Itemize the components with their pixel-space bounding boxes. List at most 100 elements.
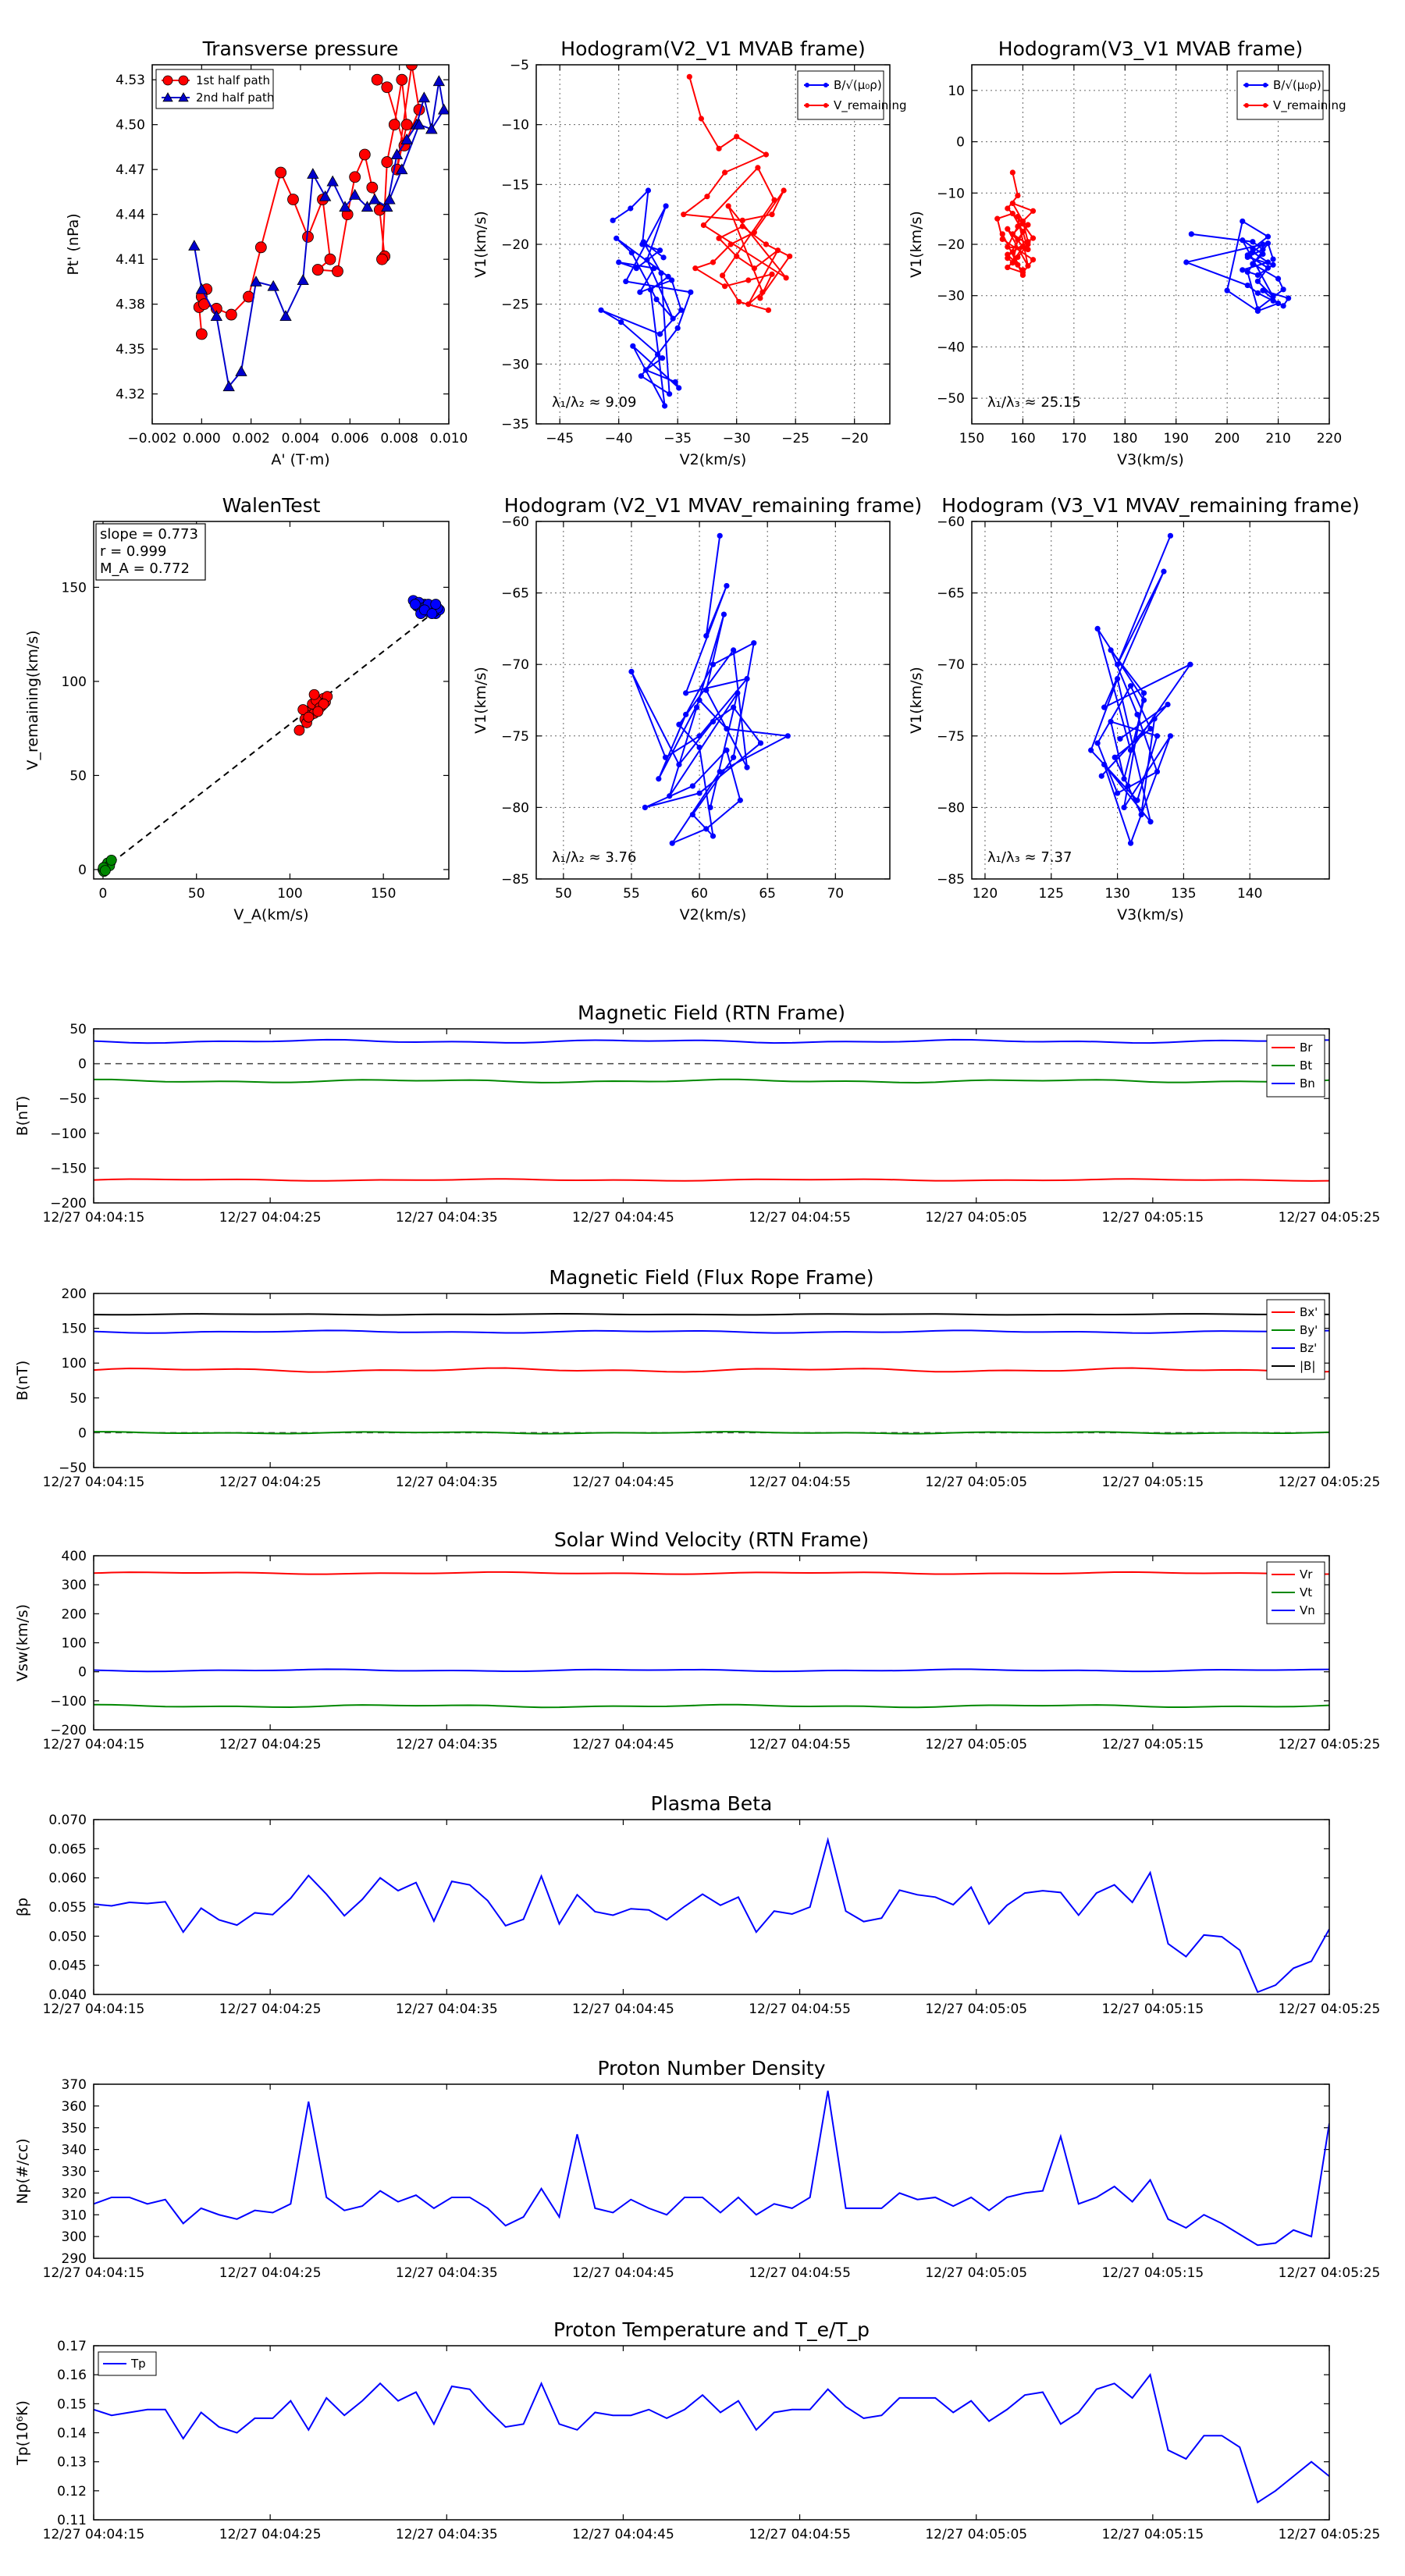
data-point (661, 403, 668, 409)
y-tick-label: −70 (937, 657, 965, 673)
data-point (1094, 740, 1101, 746)
chart-title: Hodogram (V3_V1 MVAV_remaining frame) (941, 494, 1360, 517)
y-axis-label: V1(km/s) (472, 667, 489, 734)
data-point (1240, 218, 1246, 225)
y-tick-label: 350 (62, 2121, 87, 2137)
data-point (1025, 239, 1031, 245)
data-point (1019, 228, 1026, 235)
data-point (683, 711, 689, 717)
series-V (1088, 532, 1193, 846)
data-point (771, 197, 777, 203)
series-line-|B| (94, 1313, 1329, 1316)
legend: B/√(μ₀ρ) V_remaining (797, 70, 907, 120)
data-point (1260, 287, 1266, 294)
x-tick-label: 50 (188, 886, 205, 902)
data-point (1015, 192, 1021, 199)
y-tick-label: −200 (50, 1723, 87, 1738)
y-axis-label: B(nT) (14, 1096, 31, 1137)
data-point (994, 215, 1001, 222)
x-tick-label: 12/27 04:04:15 (43, 2527, 145, 2542)
data-point (1254, 290, 1261, 297)
chart-title: Proton Temperature and T_e/T_p (553, 2318, 870, 2341)
data-point (689, 783, 695, 789)
y-tick-label: 50 (69, 768, 87, 784)
plot-area (94, 2090, 1329, 2247)
x-tick-label: 70 (827, 886, 844, 902)
data-point (1151, 716, 1158, 722)
data-point (1240, 267, 1246, 273)
data-point (707, 804, 713, 811)
data-point (744, 764, 750, 770)
data-point (700, 222, 707, 229)
y-tick-label: −60 (937, 514, 965, 530)
chart-title: WalenTest (222, 494, 321, 517)
y-tick-label: −150 (50, 1161, 87, 1176)
x-tick-label: 12/27 04:04:35 (396, 2265, 498, 2281)
plot-area (628, 532, 791, 846)
x-tick-label: 150 (959, 431, 984, 447)
data-point (696, 733, 702, 739)
x-tick-label: 12/27 04:05:05 (925, 1210, 1027, 1226)
x-tick-label: 0.002 (232, 431, 270, 447)
series-V_remaining (994, 169, 1037, 279)
data-point (717, 532, 723, 539)
x-tick-label: 0.006 (331, 431, 369, 447)
series-line-Bt (94, 1078, 1329, 1083)
y-tick-label: −70 (501, 657, 529, 673)
data-point (663, 203, 669, 209)
data-point (763, 241, 770, 247)
legend-marker (823, 103, 828, 108)
legend-box (797, 70, 884, 120)
data-point (721, 169, 728, 176)
data-point (674, 325, 681, 331)
data-point (696, 790, 702, 796)
data-point (287, 194, 299, 205)
data-point (598, 307, 604, 313)
y-axis-label: Tp(10⁶K) (14, 2400, 31, 2466)
x-tick-label: 12/27 04:05:05 (925, 2527, 1027, 2542)
y-tick-label: 370 (62, 2077, 87, 2093)
data-point (745, 301, 752, 308)
data-point (437, 103, 449, 115)
y-tick-label: −80 (937, 800, 965, 816)
data-point (105, 854, 117, 866)
data-point (406, 65, 418, 71)
data-point (1244, 269, 1250, 276)
data-point (1250, 261, 1256, 267)
series-line-By' (94, 1431, 1329, 1435)
y-tick-label: 4.32 (116, 387, 145, 403)
data-point (318, 698, 329, 710)
x-tick-label: 12/27 04:04:35 (396, 1737, 498, 1752)
x-tick-label: 12/27 04:04:45 (572, 1475, 674, 1490)
x-tick-label: 12/27 04:04:35 (396, 2527, 498, 2542)
data-point (735, 690, 741, 696)
data-point (1025, 262, 1031, 269)
tp-axes: 0.11 0.12 0.13 0.14 0.15 0.16 0.17 Proton Tempe… (14, 2318, 1380, 2542)
x-tick-label: 0.008 (380, 431, 418, 447)
annotation-line: M_A = 0.772 (100, 560, 190, 577)
legend-label: B/√(μ₀ρ) (1273, 78, 1321, 92)
legend-marker (823, 83, 828, 87)
series-line-Tp (94, 2372, 1329, 2504)
y-tick-label: 360 (62, 2099, 87, 2115)
legend: B/√(μ₀ρ) V_remaining (1236, 70, 1346, 120)
y-axis-label: V_remaining(km/s) (24, 630, 41, 770)
data-point (769, 271, 775, 277)
data-point (303, 711, 315, 723)
x-tick-label: 12/27 04:04:45 (572, 2001, 674, 2017)
series-V_remaining (681, 73, 793, 313)
legend-label: B/√(μ₀ρ) (834, 78, 882, 92)
plot-area (1088, 532, 1193, 846)
y-tick-label: −30 (937, 289, 965, 304)
x-tick-label: 12/27 04:04:15 (43, 2001, 145, 2017)
data-point (390, 148, 404, 159)
data-point (326, 175, 339, 187)
data-point (318, 190, 332, 201)
data-point (1188, 231, 1194, 237)
data-point (642, 804, 648, 811)
legend-label: 2nd half path (196, 91, 274, 105)
plot-area (598, 73, 793, 409)
x-tick-label: 12/27 04:04:25 (219, 1737, 322, 1752)
data-point (689, 811, 695, 818)
legend-box (155, 69, 274, 109)
